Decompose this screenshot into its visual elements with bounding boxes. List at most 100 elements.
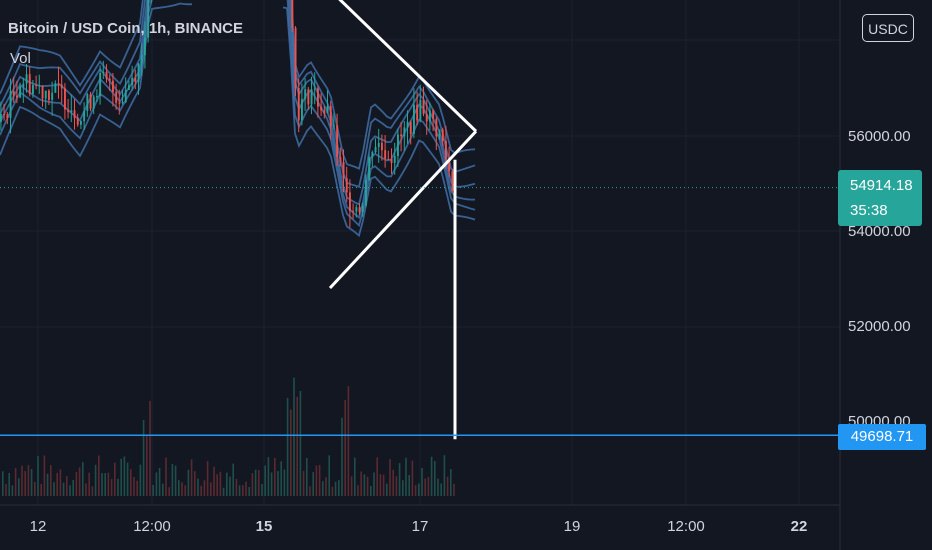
volume-bar: [117, 478, 119, 496]
grid-lines: [0, 0, 840, 505]
candle-body: [397, 134, 399, 156]
band-line: [0, 0, 149, 115]
candle-body: [365, 179, 367, 206]
volume-bar: [370, 485, 372, 496]
volume-bar: [251, 473, 254, 496]
candle-body: [89, 94, 92, 109]
volume-bar: [72, 479, 74, 496]
volume-bar: [437, 478, 439, 496]
volume-bar: [408, 475, 410, 496]
volume-bar: [235, 478, 238, 496]
volume-bar: [104, 473, 106, 496]
volume-bar: [258, 470, 260, 496]
currency-button[interactable]: USDC: [862, 14, 914, 42]
volume-bar: [373, 472, 375, 496]
candle-body: [54, 83, 57, 93]
volume-bar: [2, 471, 4, 496]
candle-body: [441, 129, 444, 141]
volume-bar: [5, 484, 7, 496]
price-tick-label: 56000.00: [848, 128, 911, 145]
triangle-drawing[interactable]: [314, 0, 478, 440]
candle-body: [9, 91, 12, 118]
volume-bar: [238, 485, 241, 496]
candle-body: [403, 127, 406, 137]
candle-body: [118, 102, 121, 104]
volume-bar: [69, 485, 71, 496]
candle-body: [381, 142, 383, 151]
candle-body: [28, 74, 31, 94]
volume-bar: [85, 483, 87, 496]
volume-bar: [62, 482, 65, 496]
candle-body: [320, 106, 323, 111]
volume-bar: [354, 457, 356, 496]
candle-body: [384, 150, 387, 159]
volume-bar: [306, 457, 308, 496]
volume-bar: [357, 485, 359, 496]
candle-body: [105, 72, 108, 79]
volume-bar: [334, 481, 337, 496]
volume-bar: [325, 477, 327, 496]
volume-bar: [331, 486, 334, 496]
candle-body: [313, 88, 316, 90]
candle-body: [416, 104, 419, 121]
band-line: [0, 0, 151, 123]
candle-body: [448, 159, 451, 172]
candle-body: [326, 106, 329, 114]
candle-body: [137, 63, 140, 82]
candle-body: [307, 89, 310, 105]
volume-bar: [190, 459, 193, 496]
time-tick-label: 12:00: [667, 518, 705, 535]
volume-bar: [366, 476, 369, 496]
volume-bar: [280, 461, 282, 496]
candle-body: [371, 152, 374, 158]
candle-body: [92, 96, 95, 109]
volume-bar: [389, 459, 391, 496]
candle-body: [342, 161, 345, 179]
volume-bar: [30, 468, 33, 496]
candle-body: [67, 109, 70, 113]
volume-bar: [286, 397, 289, 496]
volume-bar: [50, 465, 52, 496]
volume-bar: [114, 462, 116, 496]
volume-bar: [107, 472, 110, 496]
candle-body: [339, 156, 342, 162]
volume-bar: [379, 474, 382, 496]
volume-bar: [34, 482, 36, 496]
price-tick-label: 52000.00: [848, 318, 911, 335]
volume-bar: [98, 455, 100, 496]
candle-body: [291, 0, 294, 28]
volume-bar: [123, 456, 126, 496]
candle-body: [6, 114, 9, 118]
volume-bar: [341, 417, 343, 496]
volume-bar: [440, 483, 442, 496]
band-line: [0, 2, 193, 158]
candle-body: [51, 92, 54, 100]
volume-bar: [322, 481, 324, 496]
time-tick-label: 17: [412, 518, 429, 535]
volume-bar: [139, 464, 142, 496]
candle-body: [355, 207, 358, 212]
volume-bar: [424, 478, 426, 496]
volume-bar: [213, 466, 215, 496]
volume-bar: [302, 470, 305, 496]
volume-bar: [344, 400, 346, 496]
volume-bar: [274, 457, 276, 496]
time-tick-label: 22: [791, 518, 808, 535]
symbol-title[interactable]: Bitcoin / USD Coin, 1h, BINANCE: [8, 20, 244, 37]
volume-bar: [174, 465, 177, 496]
band-line: [290, 0, 476, 170]
volume-bar: [360, 471, 362, 496]
volume-bar: [376, 457, 378, 496]
candle-body: [60, 84, 63, 89]
candle-body: [368, 157, 371, 180]
volume-bar: [21, 465, 23, 496]
candle-body: [438, 129, 441, 137]
volume-bar: [347, 386, 350, 496]
volume-bar: [149, 400, 151, 496]
candle-body: [124, 89, 127, 103]
volume-bar: [136, 480, 138, 496]
candle-body: [377, 142, 380, 147]
volume-bar: [427, 477, 430, 496]
